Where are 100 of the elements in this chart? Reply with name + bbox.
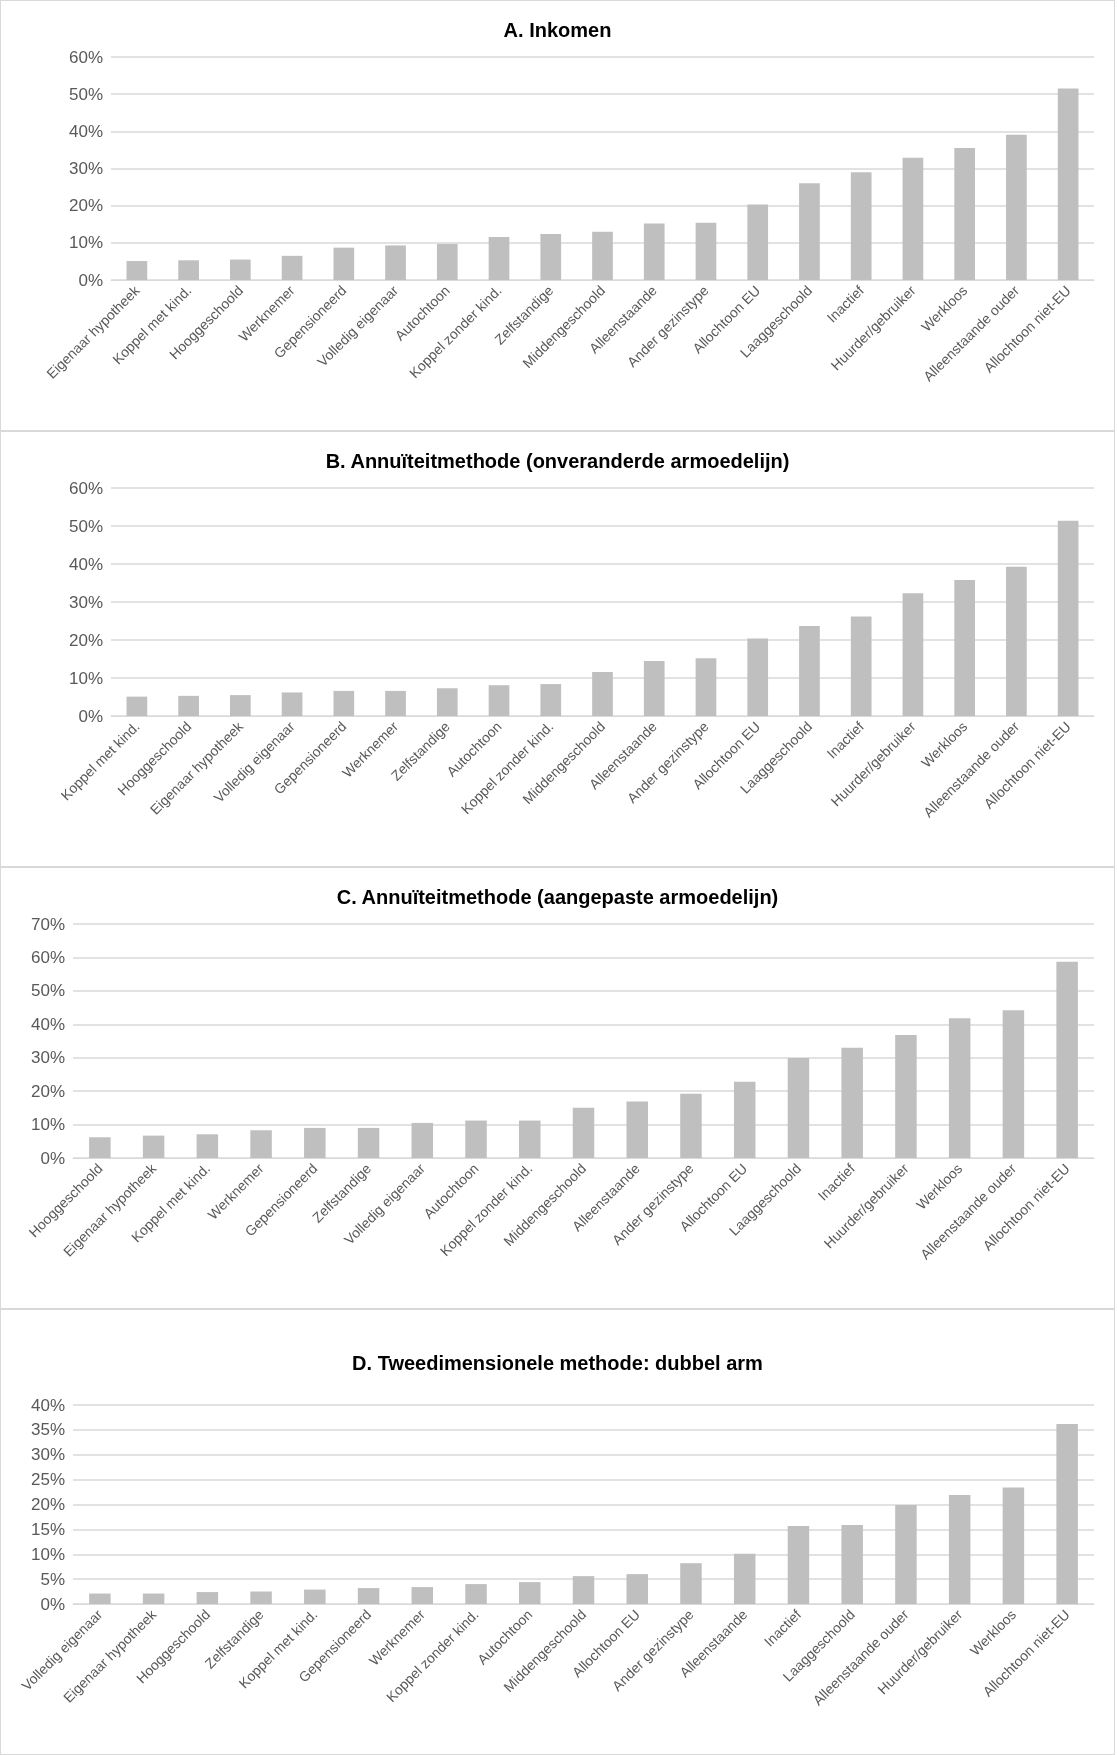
bar [1057, 88, 1079, 280]
bar [841, 1047, 863, 1158]
bar [787, 1058, 810, 1158]
bar [895, 1034, 917, 1158]
bar [733, 1081, 756, 1158]
bar [948, 1018, 971, 1158]
bar [902, 593, 924, 716]
bar [126, 696, 148, 716]
y-tick-label: 60% [68, 478, 103, 498]
y-tick-label: 10% [68, 233, 103, 253]
bar [142, 1135, 165, 1158]
bar [1002, 1010, 1025, 1158]
bar [572, 1576, 595, 1604]
bar [895, 1505, 917, 1604]
bar [592, 231, 613, 280]
bar [1006, 566, 1027, 716]
bar [733, 1553, 756, 1604]
y-tick-label: 25% [30, 1470, 65, 1490]
bar [787, 1525, 810, 1604]
bar [385, 690, 406, 716]
bar [196, 1592, 219, 1604]
bar [333, 247, 355, 280]
y-tick-label: 10% [68, 668, 103, 688]
bar [89, 1137, 111, 1158]
bar [841, 1524, 863, 1604]
bar [1057, 520, 1079, 716]
bar [250, 1130, 272, 1158]
y-tick-label: 20% [30, 1495, 65, 1514]
bar [695, 658, 717, 716]
bar [488, 236, 510, 280]
bar [333, 690, 355, 716]
bar [643, 660, 665, 716]
y-tick-label: 60% [68, 47, 103, 67]
bar [954, 579, 976, 716]
bar [196, 1134, 219, 1158]
bar [747, 204, 769, 280]
bar [519, 1120, 541, 1158]
bar [488, 685, 510, 716]
y-tick-label: 50% [30, 981, 65, 1001]
y-tick-label: 40% [68, 121, 103, 141]
bar [229, 695, 251, 716]
bar [626, 1574, 648, 1604]
y-tick-label: 10% [30, 1115, 65, 1135]
y-tick-label: 0% [40, 1594, 65, 1614]
y-tick-label: 50% [68, 516, 103, 536]
bar [465, 1584, 487, 1604]
bar [1056, 961, 1078, 1158]
y-tick-label: 70% [30, 914, 65, 934]
bar [1002, 1487, 1025, 1604]
bar [142, 1593, 165, 1604]
y-tick-label: 50% [68, 84, 103, 104]
bar [281, 692, 303, 716]
bar [1006, 134, 1027, 280]
bar [411, 1587, 434, 1604]
bar [357, 1127, 380, 1158]
bar [572, 1107, 595, 1158]
bar [850, 172, 872, 280]
bar [902, 157, 924, 280]
bar [540, 684, 562, 716]
y-tick-label: 20% [30, 1081, 65, 1101]
bar [680, 1093, 702, 1158]
y-tick-label: 30% [68, 159, 103, 178]
y-tick-label: 60% [30, 947, 65, 967]
bar [747, 638, 769, 716]
bar [250, 1591, 272, 1604]
bar [680, 1563, 702, 1604]
bar [357, 1588, 380, 1604]
chart-title: D. Tweedimensionele methode: dubbel arm [352, 1352, 763, 1374]
bar [695, 222, 717, 280]
y-tick-label: 40% [30, 1014, 65, 1034]
bar [519, 1582, 541, 1604]
y-tick-label: 0% [40, 1148, 65, 1168]
bar [281, 255, 303, 280]
bar [178, 260, 199, 280]
bar [592, 671, 613, 716]
bar [304, 1589, 326, 1604]
bar [799, 183, 820, 280]
bar [436, 243, 458, 280]
bar [954, 148, 976, 280]
y-tick-label: 30% [68, 592, 103, 612]
bar [126, 261, 148, 280]
y-tick-label: 20% [68, 196, 103, 216]
y-tick-label: 0% [78, 270, 103, 290]
y-tick-label: 40% [30, 1395, 65, 1415]
bar [304, 1127, 326, 1158]
bar [229, 259, 251, 280]
bar [643, 223, 665, 280]
bar [178, 695, 199, 716]
y-tick-label: 5% [40, 1569, 65, 1589]
y-tick-label: 30% [30, 1445, 65, 1465]
bar [799, 625, 820, 716]
bar [948, 1495, 971, 1604]
bar [385, 245, 406, 280]
y-tick-label: 30% [30, 1048, 65, 1068]
bar [436, 688, 458, 716]
chart-title: B. Annuïteitmethode (onveranderde armoedelijn) [325, 450, 790, 472]
y-tick-label: 0% [78, 706, 103, 726]
y-tick-label: 20% [68, 630, 103, 650]
bar [411, 1122, 434, 1158]
bar [89, 1593, 111, 1604]
